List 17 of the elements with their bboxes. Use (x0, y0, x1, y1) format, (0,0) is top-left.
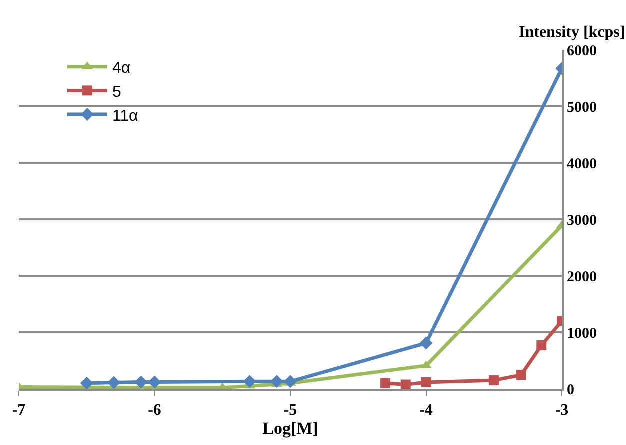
y-tick-label: 2000 (567, 269, 597, 286)
y-tick-label: 5000 (567, 100, 597, 116)
x-tick-label: -6 (148, 402, 162, 420)
legend-label: 4α (112, 60, 131, 78)
y-axis-title: Intensity [kcps] (519, 24, 626, 41)
y-tick-label: 4000 (567, 156, 597, 172)
x-tick-label: -5 (284, 402, 298, 420)
legend-label: 5 (112, 84, 122, 101)
x-tick-label: -4 (420, 402, 433, 420)
x-axis-title: Log[M] (262, 419, 318, 438)
y-tick-label: 0 (567, 382, 574, 398)
y-tick-label: 6000 (567, 43, 597, 60)
x-tick-label: -3 (555, 402, 569, 420)
y-tick-label: 1000 (567, 326, 597, 342)
y-tick-label: 3000 (567, 212, 597, 229)
legend-label: 11α (112, 108, 138, 125)
x-tick-label: -7 (12, 402, 26, 420)
